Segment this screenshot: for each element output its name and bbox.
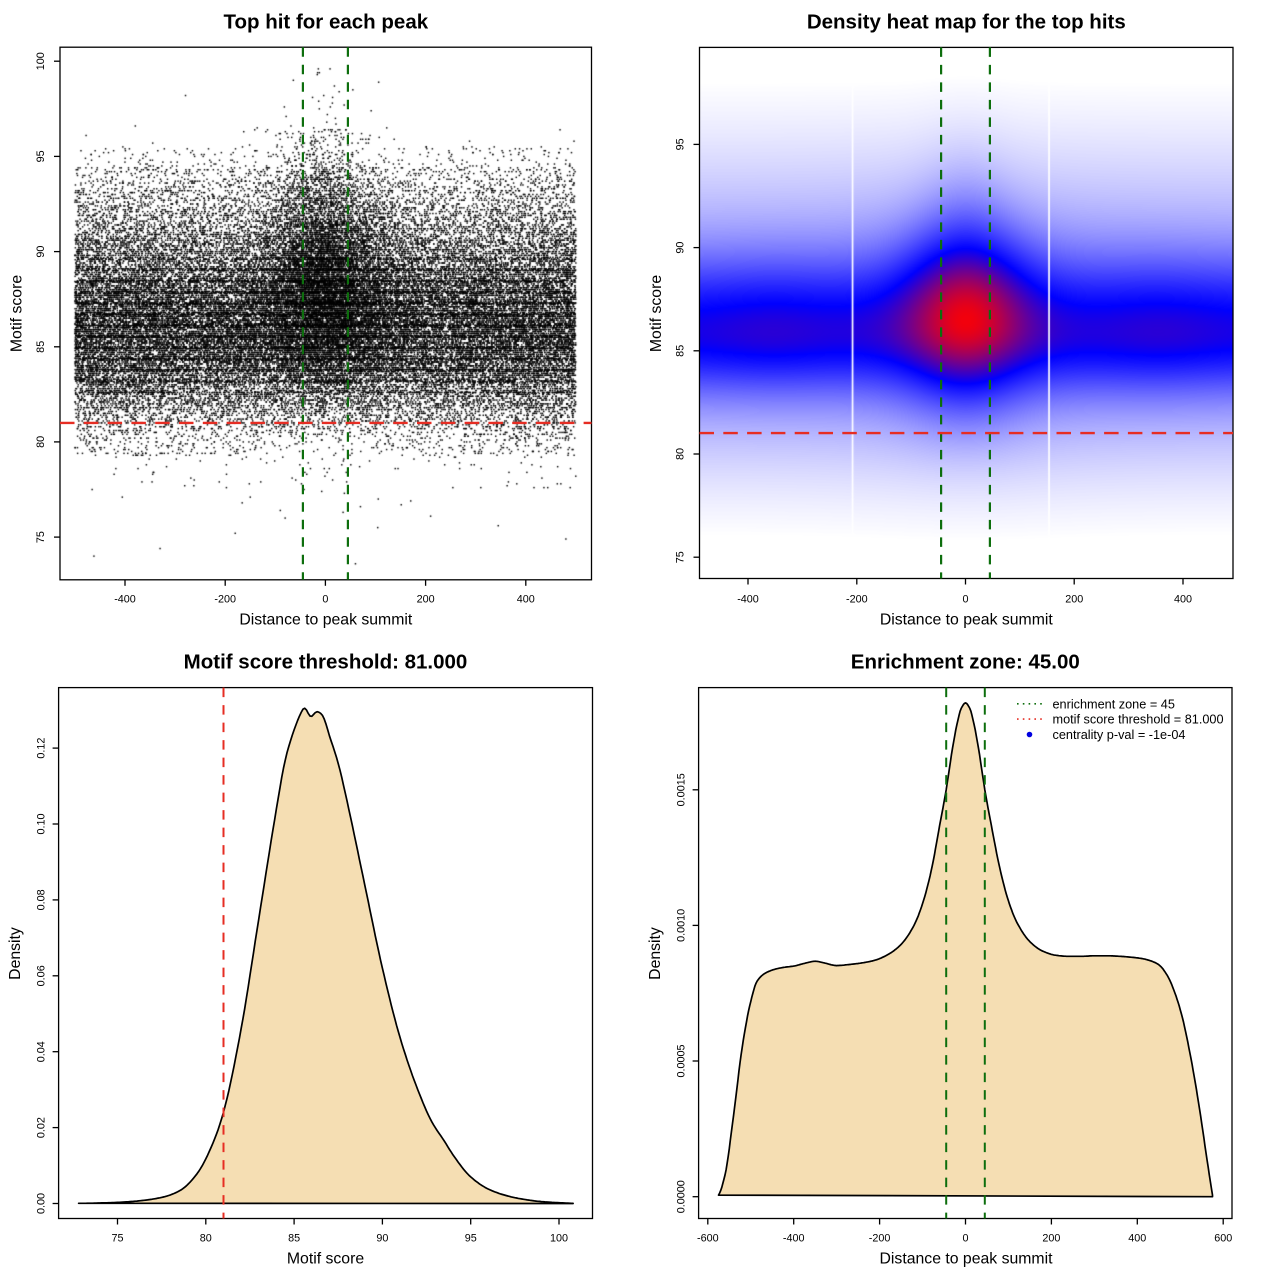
svg-text:0.04: 0.04 [35,1041,47,1062]
svg-text:75: 75 [675,551,687,563]
svg-text:Top hit for each peak: Top hit for each peak [223,11,428,34]
svg-text:95: 95 [465,1233,477,1245]
svg-text:-200: -200 [214,594,236,606]
svg-text:85: 85 [35,341,47,353]
svg-text:400: 400 [517,594,535,606]
svg-text:400: 400 [1174,594,1192,606]
svg-text:-600: -600 [697,1233,719,1245]
svg-text:enrichment zone = 45: enrichment zone = 45 [1053,697,1175,711]
svg-text:-200: -200 [869,1233,891,1245]
svg-text:90: 90 [35,246,47,258]
svg-text:90: 90 [675,242,687,254]
svg-text:85: 85 [288,1233,300,1245]
svg-text:200: 200 [1065,594,1083,606]
svg-text:motif score threshold = 81.000: motif score threshold = 81.000 [1053,713,1224,727]
svg-text:Enrichment zone: 45.00: Enrichment zone: 45.00 [851,651,1080,674]
svg-text:0.0000: 0.0000 [675,1180,687,1213]
svg-text:80: 80 [35,436,47,448]
svg-text:75: 75 [35,531,47,543]
svg-text:Density: Density [7,927,24,980]
svg-text:200: 200 [1042,1233,1060,1245]
svg-text:0.10: 0.10 [35,813,47,834]
svg-text:-200: -200 [846,594,868,606]
svg-text:200: 200 [417,594,435,606]
svg-text:80: 80 [200,1233,212,1245]
svg-text:0.00: 0.00 [35,1193,47,1214]
svg-text:Motif score: Motif score [9,275,26,352]
svg-text:Distance to peak summit: Distance to peak summit [880,612,1054,629]
svg-text:0.08: 0.08 [35,889,47,910]
svg-text:80: 80 [675,448,687,460]
svg-text:0.0005: 0.0005 [675,1044,687,1077]
svg-text:85: 85 [675,345,687,357]
svg-text:Distance to peak summit: Distance to peak summit [880,1251,1054,1268]
svg-text:Motif score: Motif score [287,1251,364,1268]
svg-text:600: 600 [1214,1233,1232,1245]
svg-text:100: 100 [35,52,47,70]
svg-text:Motif score threshold: 81.000: Motif score threshold: 81.000 [184,651,468,674]
svg-text:Density heat map for the top h: Density heat map for the top hits [807,11,1126,34]
svg-text:100: 100 [550,1233,568,1245]
svg-text:Motif score: Motif score [648,275,665,352]
svg-text:-400: -400 [783,1233,805,1245]
svg-text:Density: Density [647,927,664,980]
svg-text:0.02: 0.02 [35,1117,47,1138]
svg-text:Distance to peak summit: Distance to peak summit [239,612,413,629]
svg-text:95: 95 [675,138,687,150]
svg-text:0.0015: 0.0015 [675,773,687,806]
svg-text:400: 400 [1128,1233,1146,1245]
svg-text:centrality p-val = -1e-04: centrality p-val = -1e-04 [1053,728,1186,742]
svg-text:0.12: 0.12 [35,738,47,759]
svg-text:0: 0 [962,594,968,606]
svg-text:-400: -400 [737,594,759,606]
svg-text:0.0010: 0.0010 [675,909,687,942]
svg-text:75: 75 [111,1233,123,1245]
svg-text:0: 0 [322,594,328,606]
svg-text:90: 90 [376,1233,388,1245]
svg-text:0: 0 [962,1233,968,1245]
svg-text:95: 95 [35,150,47,162]
svg-text:-400: -400 [114,594,136,606]
svg-text:0.06: 0.06 [35,965,47,986]
